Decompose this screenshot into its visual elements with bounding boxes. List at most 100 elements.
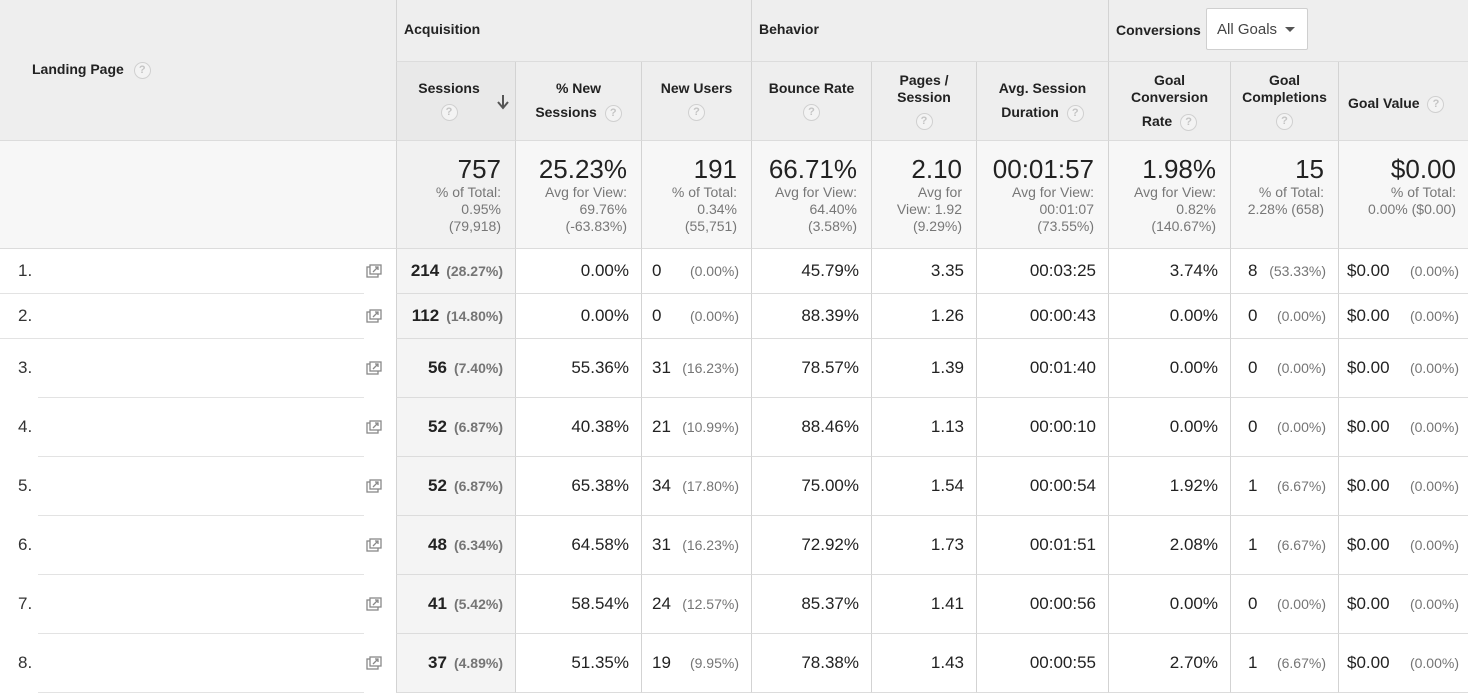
open-in-new-window-icon[interactable]	[366, 655, 382, 670]
pct-new-sessions-cell-value: 40.38%	[571, 416, 629, 436]
table-cell	[976, 294, 1108, 339]
avg-session-duration-cell: 00:00:55	[1030, 653, 1096, 673]
avg-session-duration-header-label: Avg. Session	[998, 80, 1087, 96]
pct-new-sessions-cell: 0.00%	[581, 261, 629, 281]
pages-session-cell: 1.13	[931, 417, 964, 437]
totals-sub-line: Avg for View:	[1134, 184, 1216, 200]
table-cell	[976, 339, 1108, 398]
open-in-new-window-icon[interactable]	[366, 596, 382, 611]
help-icon[interactable]: ?	[803, 103, 820, 121]
help-icon[interactable]: ?	[133, 61, 151, 79]
table-cell	[1338, 575, 1468, 634]
bounce-rate-cell-value: 72.92%	[801, 534, 859, 554]
totals-sub-line: Avg for	[917, 184, 962, 200]
goal-conversion-rate-cell: 2.70%	[1170, 653, 1218, 673]
totals-sub-line: Avg for View:	[545, 184, 627, 200]
sessions-column-header[interactable]: Sessions ?	[396, 62, 515, 141]
new-users-value: 34	[652, 475, 671, 495]
table-cell	[871, 575, 976, 634]
new-users-column-header[interactable]: New Users ?	[641, 62, 751, 141]
goal-conversion-rate-cell-value: 0.00%	[1169, 305, 1218, 325]
table-row[interactable]: 5.	[0, 457, 396, 516]
bounce-rate-cell-value: 78.57%	[801, 357, 859, 377]
pct-new-sessions-cell-value: 58.54%	[571, 593, 629, 613]
pct-new-sessions-column-header[interactable]: % New Sessions ?	[515, 62, 641, 141]
sessions-percent: (6.87%)	[453, 477, 503, 494]
goal-value-value: $0.00	[1347, 357, 1390, 377]
table-cell	[641, 575, 751, 634]
table-row[interactable]: 8.	[0, 634, 396, 693]
bounce-rate-column-header[interactable]: Bounce Rate ?	[751, 62, 871, 141]
new-users-percent: (17.80%)	[682, 477, 739, 494]
table-cell	[751, 575, 871, 634]
acquisition-label: Acquisition	[404, 21, 481, 37]
table-cell	[396, 249, 515, 294]
table-cell	[751, 294, 871, 339]
conversions-label: Conversions	[1116, 22, 1201, 38]
avg-session-duration-column-header[interactable]: Avg. Session Duration ?	[976, 62, 1108, 141]
avg-session-duration-cell-value: 00:00:54	[1029, 475, 1096, 495]
totals-sub-line: Avg for View:	[775, 184, 857, 200]
help-icon[interactable]: ?	[440, 103, 458, 121]
sessions-cell: 56 (7.40%)	[428, 358, 503, 378]
open-in-new-window-icon[interactable]	[366, 360, 382, 375]
goal-conversion-rate-cell-value: 0.00%	[1169, 357, 1218, 377]
goal-conversion-rate-cell-value: 2.70%	[1169, 652, 1218, 672]
landing-page-header[interactable]: Landing Page ?	[32, 61, 151, 79]
open-in-new-window-icon[interactable]	[366, 478, 382, 493]
totals-sub-line: 0.00% ($0.00)	[1368, 201, 1456, 217]
avg-session-duration-cell: 00:00:10	[1030, 417, 1096, 437]
help-icon[interactable]: ?	[1276, 112, 1293, 130]
totals-avg-session-duration: 00:01:57 Avg for View: 00:01:07 (73.55%)	[976, 141, 1108, 249]
table-cell	[1108, 339, 1230, 398]
sessions-value: 214	[410, 260, 440, 280]
totals-sub-line: 0.34%	[697, 201, 737, 217]
goal-completions-column-header[interactable]: Goal Completions ?	[1230, 62, 1338, 141]
pct-new-sessions-cell-value: 55.36%	[571, 357, 629, 377]
sessions-value: 48	[428, 534, 447, 554]
goal-value-column-header[interactable]: Goal Value ?	[1338, 62, 1468, 141]
table-row[interactable]: 1.	[0, 249, 396, 294]
table-row[interactable]: 6.	[0, 516, 396, 575]
pct-new-sessions-cell-value: 51.35%	[571, 652, 629, 672]
pages-session-cell-value: 1.13	[930, 416, 964, 436]
help-icon[interactable]: ?	[688, 103, 705, 121]
help-icon[interactable]: ?	[1427, 95, 1445, 113]
table-cell	[751, 339, 871, 398]
help-icon[interactable]: ?	[604, 104, 622, 122]
row-divider	[38, 574, 364, 575]
table-cell	[515, 516, 641, 575]
pages-session-cell-value: 3.35	[930, 260, 964, 280]
totals-sub-line: (3.58%)	[807, 218, 857, 234]
row-number: 5.	[18, 475, 33, 495]
goals-dropdown[interactable]: All Goals	[1206, 8, 1308, 50]
help-icon[interactable]: ?	[1066, 104, 1084, 122]
open-in-new-window-icon[interactable]	[366, 419, 382, 434]
help-icon[interactable]: ?	[1180, 113, 1198, 131]
table-row[interactable]: 3.	[0, 339, 396, 398]
help-icon[interactable]: ?	[915, 112, 933, 130]
table-row[interactable]: 7.	[0, 575, 396, 634]
goal-value-value: $0.00	[1347, 305, 1390, 325]
open-in-new-window-icon[interactable]	[366, 308, 382, 323]
sort-descending-arrow-icon[interactable]	[496, 94, 510, 110]
totals-sub-line: (55,751)	[684, 218, 737, 234]
goal-conversion-rate-cell: 0.00%	[1170, 358, 1218, 378]
table-row[interactable]: 2.	[0, 294, 396, 339]
goal-conversion-rate-column-header[interactable]: Goal Conversion Rate ?	[1108, 62, 1230, 141]
row-number: 6.	[18, 534, 33, 554]
open-in-new-window-icon[interactable]	[366, 537, 382, 552]
table-cell	[976, 516, 1108, 575]
pct-new-sessions-cell-value: 64.58%	[571, 534, 629, 554]
totals-pages-session: 2.10 Avg for View: 1.92 (9.29%)	[871, 141, 976, 249]
pages-session-column-header[interactable]: Pages / Session ?	[871, 62, 976, 141]
open-in-new-window-icon[interactable]	[366, 263, 382, 278]
row-number: 1.	[18, 260, 33, 280]
goal-completions-percent: (53.33%)	[1269, 262, 1326, 279]
goal-value-percent: (0.00%)	[1409, 477, 1459, 494]
new-users-value: 31	[652, 357, 671, 377]
pct-new-sessions-cell: 0.00%	[581, 306, 629, 326]
table-row[interactable]: 4.	[0, 398, 396, 457]
avg-session-duration-cell-value: 00:00:43	[1029, 305, 1096, 325]
